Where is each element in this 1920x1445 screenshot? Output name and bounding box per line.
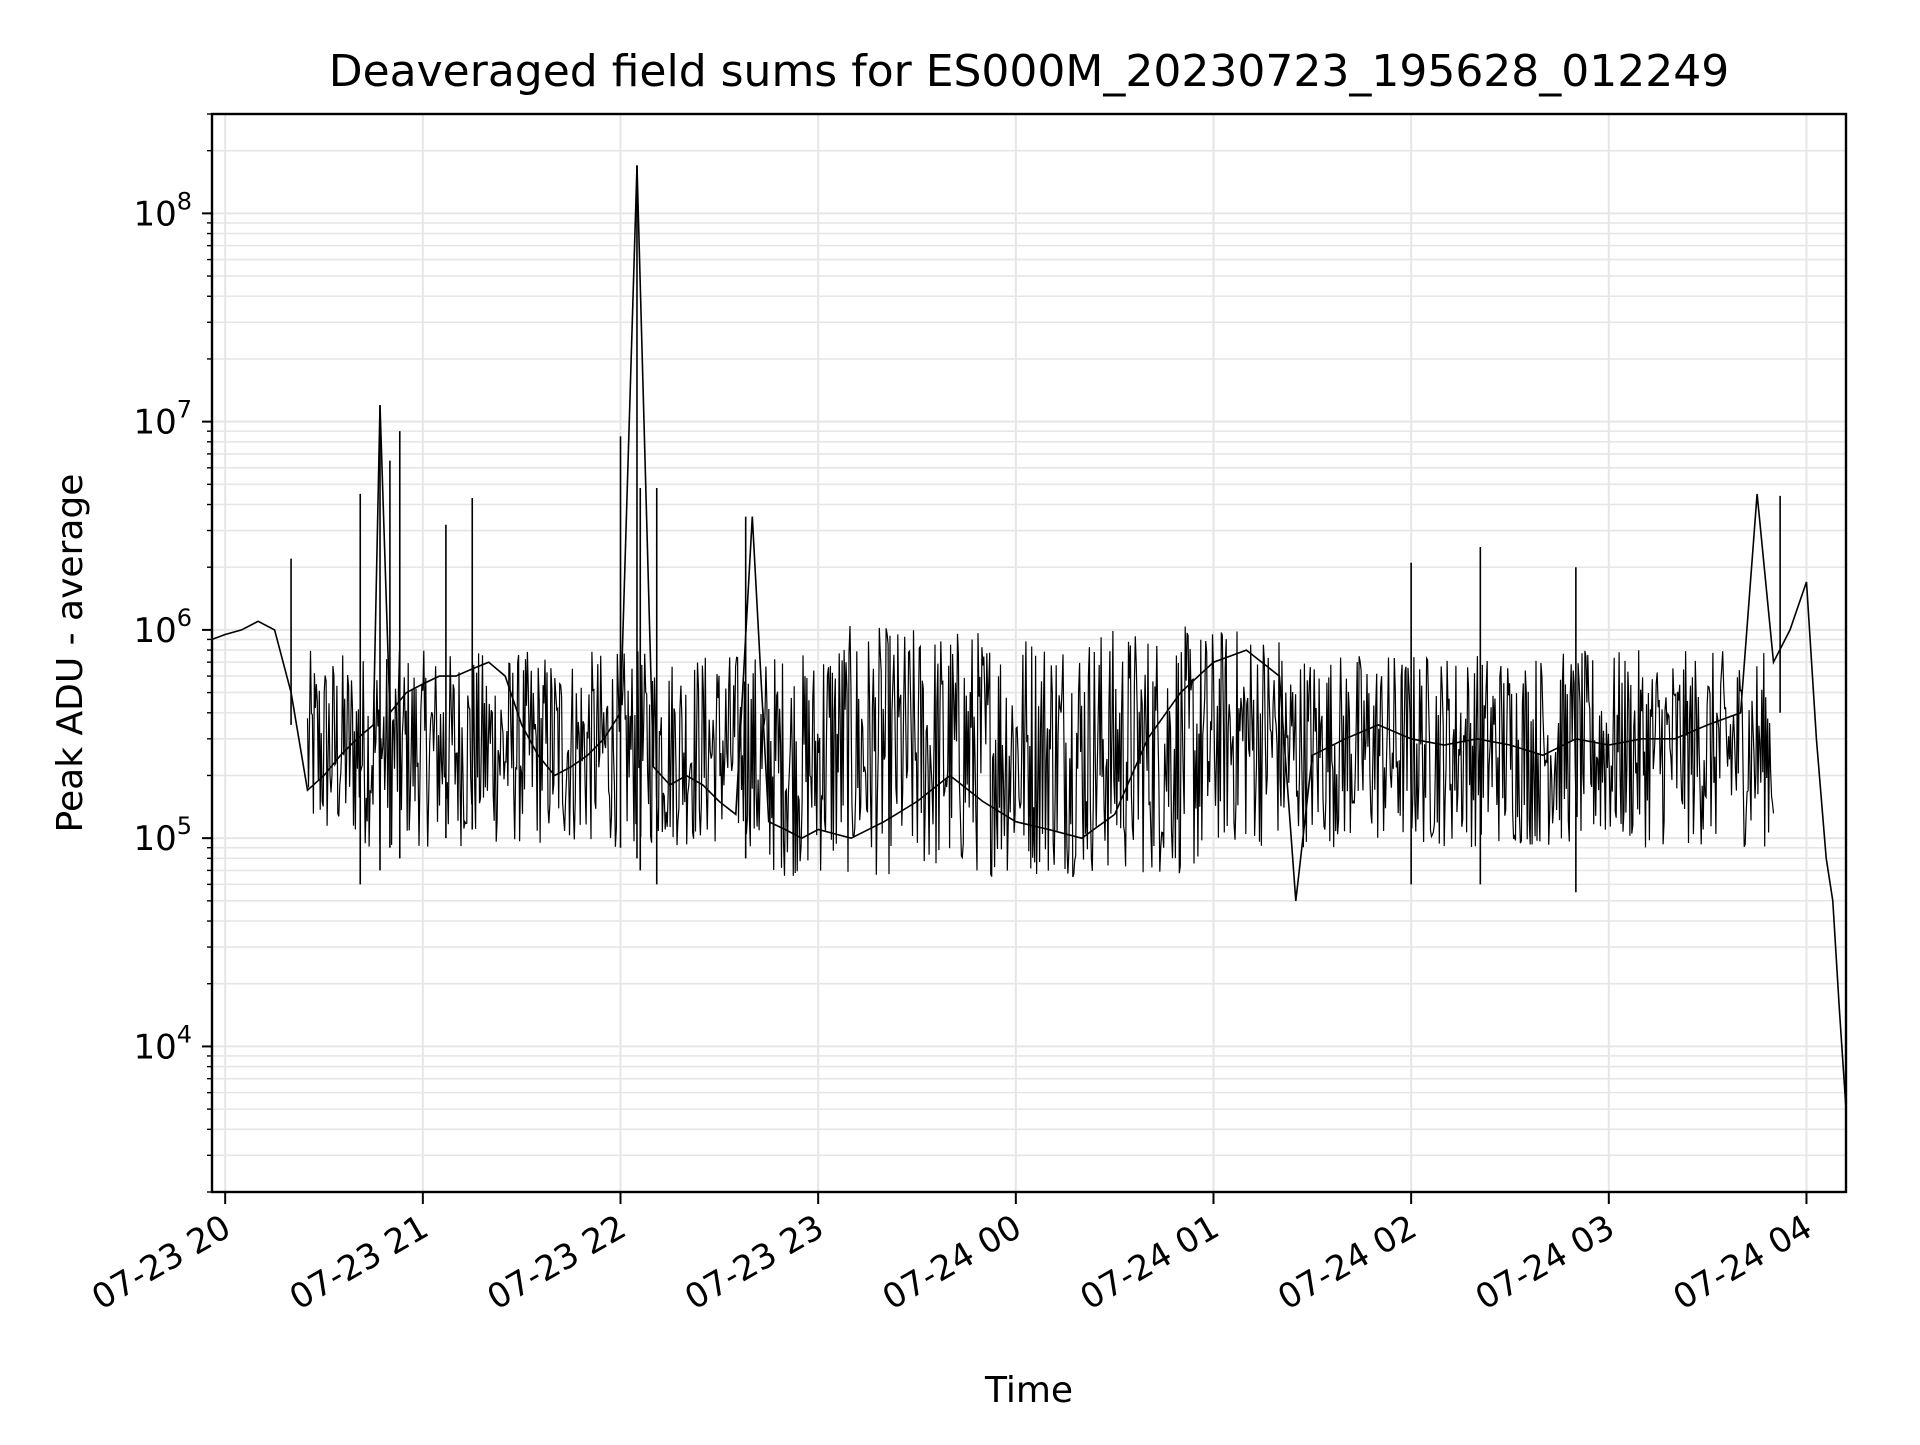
series-noise [306,625,1775,878]
y-tick-label: 105 [133,812,192,859]
chart-title: Deaveraged field sums for ES000M_2023072… [329,46,1730,97]
y-tick-label: 106 [133,604,192,651]
x-axis-label: Time [984,1370,1073,1411]
y-tick-label: 107 [133,396,192,443]
y-tick-base: 10 [133,403,176,443]
plot-frame [210,112,1848,1194]
y-tick-base: 10 [133,1027,176,1067]
y-tick-label: 104 [133,1020,192,1067]
y-tick-exponent: 8 [177,187,192,215]
y-tick-label: 108 [133,187,192,234]
y-tick-exponent: 7 [177,396,192,424]
y-tick-exponent: 5 [177,812,192,840]
y-tick-exponent: 6 [177,604,192,632]
y-axis-label: Peak ADU - average [50,474,91,833]
y-tick-base: 10 [133,819,176,859]
data-series [211,165,1847,1110]
y-tick-exponent: 4 [177,1020,192,1048]
y-tick-base: 10 [133,611,176,651]
y-tick-base: 10 [133,194,176,234]
